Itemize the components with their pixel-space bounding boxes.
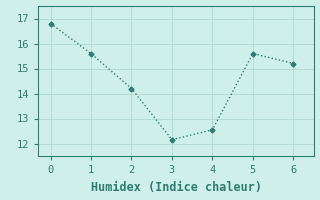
X-axis label: Humidex (Indice chaleur): Humidex (Indice chaleur) — [91, 181, 261, 194]
